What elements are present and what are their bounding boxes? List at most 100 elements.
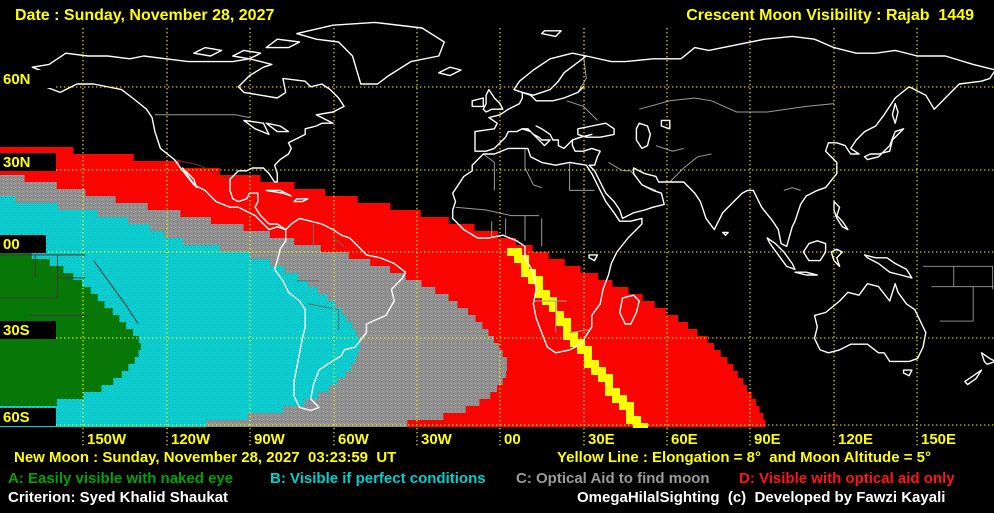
yellow-line-segment bbox=[535, 276, 543, 284]
coastline bbox=[243, 119, 270, 136]
country-border bbox=[93, 260, 139, 325]
country-border bbox=[783, 187, 801, 191]
coastline bbox=[296, 21, 445, 85]
yellow-line-segment bbox=[542, 290, 550, 298]
yellow-line-segment bbox=[570, 339, 578, 347]
yellow-line-segment bbox=[549, 304, 557, 312]
country-border bbox=[953, 265, 994, 290]
country-border bbox=[332, 237, 345, 247]
yellow-line-segment bbox=[605, 388, 613, 396]
yellow-line-segment bbox=[507, 248, 515, 256]
lat-label-30N: 30N bbox=[3, 154, 31, 171]
yellow-line-segment bbox=[591, 360, 599, 368]
yellow-line-segment bbox=[584, 353, 592, 361]
lon-label-150E: 150E bbox=[921, 431, 956, 448]
lat-label-60S: 60S bbox=[3, 409, 30, 426]
yellow-line-segment bbox=[584, 346, 592, 354]
yellow-line-segment bbox=[612, 388, 620, 396]
yellow-line-segment bbox=[556, 318, 564, 326]
lat-label-box bbox=[0, 235, 46, 253]
lat-label-box bbox=[0, 70, 56, 88]
lon-label-00: 00 bbox=[504, 431, 521, 448]
legend-b-perfect: B: Visible if perfect conditions bbox=[270, 470, 486, 487]
coastline bbox=[521, 128, 551, 147]
yellow-line-segment bbox=[591, 367, 599, 375]
coastline bbox=[588, 254, 599, 262]
country-border bbox=[569, 329, 590, 334]
yellow-line-segment bbox=[563, 332, 571, 340]
lon-label-30E: 30E bbox=[588, 431, 615, 448]
yellow-line-segment bbox=[563, 318, 571, 326]
yellow-line-segment bbox=[619, 395, 627, 403]
yellow-line-segment bbox=[563, 325, 571, 333]
legend-c-optical-find: C: Optical Aid to find moon bbox=[516, 470, 710, 487]
lon-label-120W: 120W bbox=[171, 431, 211, 448]
yellow-line-segment bbox=[521, 262, 529, 270]
yellow-line-segment bbox=[619, 402, 627, 410]
coastline bbox=[31, 66, 287, 231]
lat-label-00: 00 bbox=[3, 236, 20, 253]
country-border bbox=[154, 114, 250, 119]
coastline bbox=[571, 35, 994, 248]
lon-label-150W: 150W bbox=[87, 431, 127, 448]
lat-label-30S: 30S bbox=[3, 322, 30, 339]
country-border bbox=[307, 303, 340, 330]
yellow-line-segment bbox=[584, 360, 592, 368]
legend-a-naked-eye: A: Easily visible with naked eye bbox=[8, 470, 234, 487]
country-border bbox=[174, 159, 231, 180]
yellow-line-segment bbox=[633, 423, 641, 431]
date-label: Date : Sunday, November 28, 2027 bbox=[15, 7, 275, 24]
yellow-line-segment bbox=[570, 332, 578, 340]
yellow-line-segment bbox=[633, 416, 641, 424]
yellow-line-segment bbox=[528, 269, 536, 277]
coastline bbox=[181, 167, 198, 189]
yellow-line-segment bbox=[556, 311, 564, 319]
new-moon-label: New Moon : Sunday, November 28, 2027 03:… bbox=[14, 449, 397, 466]
country-border bbox=[577, 55, 587, 93]
coastline bbox=[891, 102, 899, 124]
coastline bbox=[794, 271, 818, 276]
lat-label-box bbox=[0, 321, 56, 339]
coastline bbox=[813, 283, 927, 363]
coastline bbox=[833, 200, 849, 231]
coastline bbox=[452, 147, 643, 354]
lon-label-120E: 120E bbox=[838, 431, 873, 448]
coastline bbox=[980, 352, 994, 365]
coastline bbox=[766, 237, 796, 270]
yellow-line-segment bbox=[605, 381, 613, 389]
yellow-line-segment bbox=[640, 423, 648, 431]
yellow-line-segment bbox=[521, 269, 529, 277]
coastline bbox=[265, 189, 292, 197]
coastline bbox=[863, 254, 913, 279]
lon-label-90E: 90E bbox=[754, 431, 781, 448]
axis-area-background bbox=[0, 428, 994, 513]
coastline bbox=[964, 369, 983, 386]
yellow-line-segment bbox=[598, 374, 606, 382]
legend-d-optical-only: D: Visible with optical aid only bbox=[739, 470, 955, 487]
coastline bbox=[31, 52, 345, 231]
country-border bbox=[669, 153, 712, 183]
country-border bbox=[482, 153, 495, 191]
lon-label-60E: 60E bbox=[671, 431, 698, 448]
lat-label-60N: 60N bbox=[3, 71, 31, 88]
coastline bbox=[482, 88, 504, 113]
coastline bbox=[474, 128, 523, 152]
coastline bbox=[265, 122, 290, 133]
coastline bbox=[513, 52, 587, 96]
coastline bbox=[232, 49, 262, 60]
page-title: Crescent Moon Visibility : Rajab 1449 bbox=[686, 7, 974, 24]
coastline bbox=[471, 97, 484, 108]
yellow-line-segment bbox=[535, 290, 543, 298]
coastline bbox=[635, 122, 651, 150]
lat-label-box bbox=[0, 408, 56, 426]
yellow-line-segment bbox=[598, 367, 606, 375]
yellow-line-segment bbox=[514, 255, 522, 263]
coastline bbox=[902, 369, 913, 377]
country-border bbox=[639, 97, 835, 113]
country-border bbox=[566, 100, 598, 121]
lon-label-60W: 60W bbox=[338, 431, 370, 448]
credit-label: OmegaHilalSighting (c) Developed by Fawz… bbox=[577, 489, 946, 506]
yellow-line-segment bbox=[528, 276, 536, 284]
